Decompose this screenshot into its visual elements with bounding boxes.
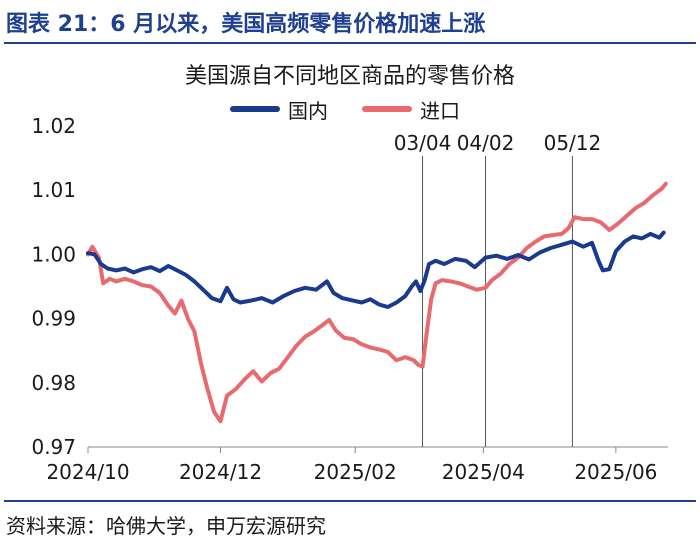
legend-label-domestic: 国内 bbox=[288, 98, 328, 123]
y-tick-label: 0.99 bbox=[31, 307, 76, 331]
annotation-label: 04/02 bbox=[457, 131, 515, 155]
figure-header: 图表 21：6 月以来，美国高频零售价格加速上涨 bbox=[0, 0, 700, 44]
annotation-label: 03/04 bbox=[394, 131, 452, 155]
annotation-label: 05/12 bbox=[544, 131, 602, 155]
y-tick-label: 0.97 bbox=[31, 435, 76, 459]
figure-caption: 图表 21：6 月以来，美国高频零售价格加速上涨 bbox=[6, 12, 486, 37]
legend-item-domestic: 国内 bbox=[230, 95, 328, 124]
legend-label-import: 进口 bbox=[420, 98, 460, 123]
y-tick-label: 0.98 bbox=[31, 371, 76, 395]
legend-swatch-domestic bbox=[230, 106, 280, 112]
series-line-domestic bbox=[86, 230, 666, 309]
source-note: 资料来源：哈佛大学，申万宏源研究 bbox=[6, 514, 326, 538]
x-tick-label: 2025/06 bbox=[574, 460, 657, 484]
line-chart: 0.97 0.98 0.99 1.00 1.01 1.02 2024/10 2024/12 20… bbox=[31, 114, 668, 484]
x-tick-label: 2024/10 bbox=[46, 460, 129, 484]
y-tick-label: 1.02 bbox=[31, 114, 76, 138]
chart-legend: 国内 进口 bbox=[230, 95, 494, 124]
legend-item-import: 进口 bbox=[362, 95, 460, 124]
y-tick-label: 1.01 bbox=[31, 178, 76, 202]
chart-title: 美国源自不同地区商品的零售价格 bbox=[184, 64, 515, 89]
legend-swatch-import bbox=[362, 106, 412, 112]
x-tick-label: 2025/04 bbox=[442, 460, 525, 484]
header-rule bbox=[4, 42, 696, 44]
x-tick-label: 2025/02 bbox=[314, 460, 397, 484]
y-tick-label: 1.00 bbox=[31, 242, 76, 266]
x-tick-label: 2024/12 bbox=[179, 460, 262, 484]
footer-rule bbox=[4, 500, 696, 502]
series-line-import bbox=[86, 181, 668, 424]
